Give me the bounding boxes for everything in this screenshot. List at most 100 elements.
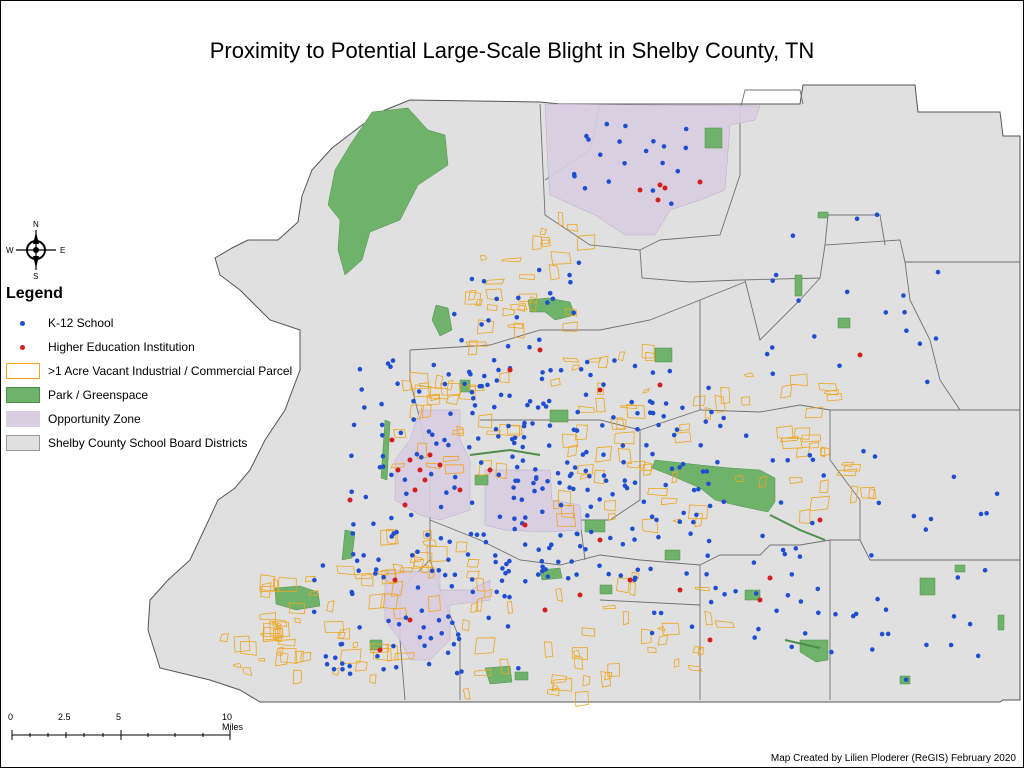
vacant-parcel bbox=[595, 397, 606, 413]
school-point bbox=[512, 516, 517, 521]
school-point bbox=[504, 561, 509, 567]
school-point bbox=[379, 401, 384, 407]
school-point bbox=[446, 372, 452, 377]
school-point bbox=[467, 445, 472, 450]
vacant-parcel bbox=[574, 424, 589, 441]
vacant-parcel bbox=[550, 251, 572, 265]
vacant-parcel bbox=[557, 489, 571, 507]
school-point bbox=[810, 457, 816, 463]
vacant-parcel bbox=[485, 288, 504, 302]
vacant-parcel bbox=[392, 563, 405, 574]
vacant-parcel bbox=[571, 364, 581, 371]
vacant-parcel bbox=[582, 675, 591, 687]
school-point bbox=[527, 344, 532, 350]
school-point bbox=[660, 160, 665, 166]
school-point bbox=[472, 403, 478, 408]
college-point bbox=[417, 467, 423, 473]
school-point bbox=[706, 481, 711, 487]
school-point bbox=[567, 272, 572, 278]
school-point bbox=[696, 486, 701, 492]
school-point bbox=[597, 563, 602, 569]
vacant-parcel bbox=[468, 340, 478, 356]
vacant-parcel bbox=[641, 343, 655, 359]
college-point bbox=[657, 182, 663, 188]
school-point bbox=[935, 269, 941, 275]
school-point bbox=[883, 310, 889, 315]
school-point bbox=[606, 571, 611, 577]
school-point bbox=[713, 585, 718, 591]
school-point bbox=[810, 520, 815, 526]
vacant-parcel bbox=[550, 377, 561, 387]
vacant-parcel bbox=[642, 461, 653, 476]
school-point bbox=[485, 382, 490, 388]
vacant-parcel bbox=[478, 460, 493, 477]
legend-item-higher-ed: Higher Education Institution bbox=[6, 335, 336, 359]
school-point bbox=[876, 500, 882, 506]
school-point bbox=[743, 433, 749, 439]
school-point bbox=[393, 665, 399, 670]
school-point bbox=[402, 477, 408, 483]
school-point bbox=[338, 642, 344, 647]
school-point bbox=[545, 479, 550, 484]
school-point bbox=[492, 404, 497, 410]
school-point bbox=[580, 452, 586, 457]
school-point bbox=[709, 409, 714, 415]
vacant-parcel bbox=[401, 380, 414, 392]
vacant-parcel bbox=[555, 512, 576, 527]
vacant-parcel bbox=[272, 578, 279, 594]
college-point bbox=[407, 457, 413, 463]
vacant-parcel bbox=[474, 637, 496, 655]
school-point bbox=[798, 599, 804, 604]
vacant-parcel bbox=[849, 485, 859, 504]
vacant-parcel bbox=[456, 425, 465, 436]
district-fill-icon bbox=[6, 435, 40, 451]
school-point bbox=[389, 515, 394, 521]
school-point bbox=[548, 368, 553, 373]
school-point bbox=[496, 434, 501, 439]
school-point bbox=[351, 522, 356, 527]
school-point bbox=[875, 596, 880, 602]
school-point bbox=[448, 411, 453, 417]
school-point bbox=[789, 572, 795, 577]
school-point bbox=[452, 474, 458, 480]
school-point bbox=[411, 398, 416, 404]
vacant-parcel bbox=[421, 404, 432, 418]
school-point bbox=[844, 289, 850, 295]
college-point bbox=[522, 522, 528, 528]
school-point bbox=[571, 486, 576, 492]
vacant-parcel bbox=[262, 622, 278, 641]
vacant-parcel bbox=[479, 255, 488, 261]
compass-south-label: S bbox=[33, 272, 39, 281]
school-point bbox=[452, 311, 457, 317]
vacant-parcel bbox=[390, 580, 404, 597]
school-point bbox=[770, 371, 776, 377]
school-point bbox=[721, 499, 727, 505]
vacant-parcel bbox=[697, 646, 704, 656]
opportunity-fill-icon bbox=[6, 411, 40, 427]
college-point bbox=[542, 607, 548, 613]
vacant-parcel bbox=[486, 304, 498, 311]
school-point bbox=[603, 478, 609, 484]
vacant-parcel bbox=[572, 649, 581, 657]
school-point bbox=[583, 468, 589, 474]
school-point bbox=[925, 379, 930, 385]
school-point bbox=[459, 669, 464, 674]
school-point bbox=[785, 593, 791, 598]
school-point bbox=[917, 341, 923, 347]
vacant-parcel bbox=[576, 234, 596, 251]
vacant-parcel bbox=[809, 495, 830, 512]
vacant-parcel bbox=[616, 418, 627, 430]
school-point bbox=[381, 574, 386, 580]
school-point bbox=[537, 337, 542, 343]
school-point bbox=[475, 436, 481, 441]
vacant-parcel bbox=[687, 664, 703, 672]
school-point bbox=[496, 472, 502, 478]
college-point bbox=[537, 347, 543, 353]
school-point bbox=[486, 318, 491, 323]
vacant-parcel bbox=[758, 476, 767, 489]
school-point bbox=[684, 571, 689, 576]
college-point bbox=[697, 179, 703, 185]
school-point bbox=[361, 553, 367, 558]
school-point bbox=[760, 533, 765, 539]
school-point bbox=[667, 368, 673, 374]
